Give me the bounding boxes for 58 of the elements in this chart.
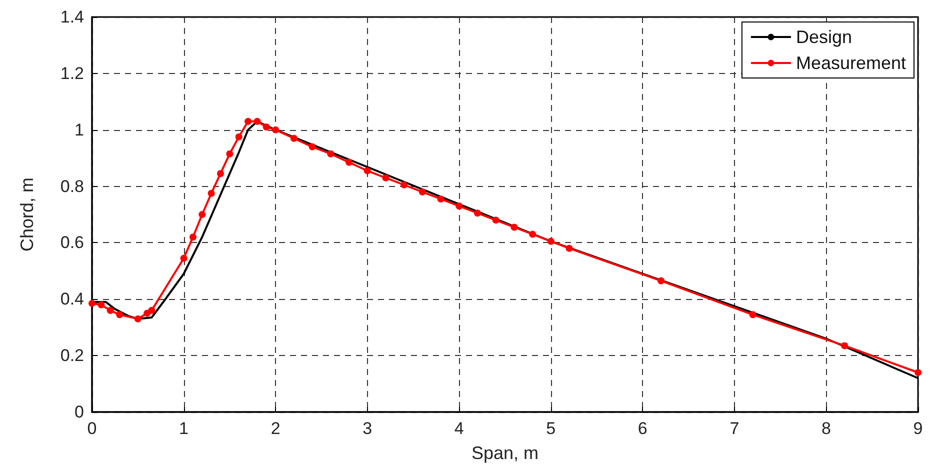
x-axis-title: Span, m xyxy=(471,443,539,463)
legend-label: Design xyxy=(796,27,852,47)
point xyxy=(456,202,463,210)
point xyxy=(658,277,665,284)
point xyxy=(327,150,334,158)
y-tick-label: 0.8 xyxy=(60,176,84,196)
x-tick-label: 0 xyxy=(87,419,97,438)
point xyxy=(208,190,215,197)
y-tick-label: 1.2 xyxy=(60,64,84,83)
point xyxy=(198,211,206,218)
point xyxy=(345,158,352,166)
x-tick-label: 3 xyxy=(362,419,372,438)
point xyxy=(566,244,573,252)
point xyxy=(134,315,142,322)
point xyxy=(529,230,536,238)
point xyxy=(492,216,500,224)
y-tick-label: 1.4 xyxy=(60,8,84,26)
point xyxy=(437,195,444,202)
x-tick-label: 2 xyxy=(270,419,280,438)
x-tick-label: 9 xyxy=(913,419,923,438)
y-tick-label: 0.4 xyxy=(60,290,84,309)
point xyxy=(382,174,390,182)
y-tick-label: 0.2 xyxy=(60,346,84,366)
point xyxy=(148,306,156,314)
point xyxy=(510,224,518,231)
point xyxy=(272,126,280,134)
point xyxy=(106,306,114,314)
point xyxy=(216,170,224,178)
y-tick-label: 0 xyxy=(74,402,84,422)
point xyxy=(116,311,124,318)
x-tick-label: 5 xyxy=(546,419,556,438)
legend-label: Measurement xyxy=(796,53,906,73)
point xyxy=(180,254,188,262)
point xyxy=(474,210,481,217)
point xyxy=(418,188,426,196)
y-axis-title: Chord, m xyxy=(17,177,37,252)
point xyxy=(262,124,270,131)
point xyxy=(749,311,756,318)
point xyxy=(226,150,234,158)
point xyxy=(547,238,554,245)
y-tick-label: 1 xyxy=(74,120,84,140)
point xyxy=(290,134,298,142)
point xyxy=(914,369,922,376)
x-tick-label: 7 xyxy=(730,419,740,438)
point xyxy=(244,118,252,125)
x-tick-label: 8 xyxy=(821,419,831,438)
point xyxy=(308,143,316,150)
y-tick-label: 0.6 xyxy=(60,233,84,252)
point xyxy=(235,133,242,140)
point xyxy=(98,301,105,308)
point xyxy=(841,342,848,350)
point xyxy=(400,181,408,188)
point xyxy=(364,167,371,174)
x-tick-label: 6 xyxy=(638,419,648,438)
point xyxy=(254,118,261,125)
x-tick-label: 1 xyxy=(179,419,189,438)
point xyxy=(189,234,196,241)
x-tick-label: 4 xyxy=(454,419,464,438)
